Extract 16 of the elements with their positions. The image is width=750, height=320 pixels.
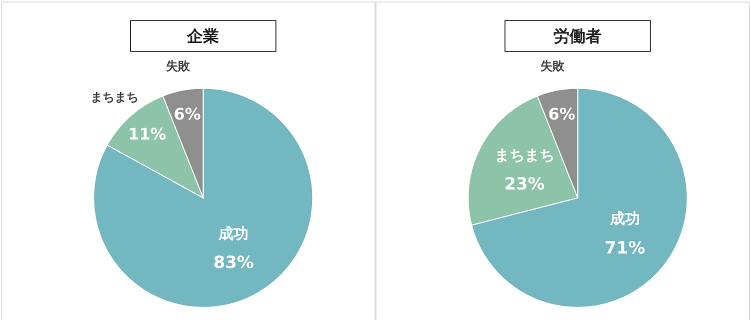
data-label: 23% xyxy=(504,174,545,194)
data-label: 6% xyxy=(174,104,201,124)
chart-title: 労働者 xyxy=(554,26,602,46)
data-label: 71% xyxy=(604,237,646,258)
chart-title: 企業 xyxy=(186,26,220,46)
slice-label: まちまち xyxy=(494,146,554,164)
data-label: 11% xyxy=(128,124,166,144)
slice-label: 失敗 xyxy=(166,58,191,73)
slice-label: まちまち xyxy=(90,90,138,104)
slice-label: 成功 xyxy=(608,210,640,228)
slice-label: 成功 xyxy=(218,224,249,242)
data-label: 83% xyxy=(213,252,254,272)
slice-label: 失敗 xyxy=(540,58,566,73)
data-label: 6% xyxy=(548,104,576,124)
pie-slice xyxy=(471,88,688,308)
pie-slice xyxy=(93,88,314,308)
